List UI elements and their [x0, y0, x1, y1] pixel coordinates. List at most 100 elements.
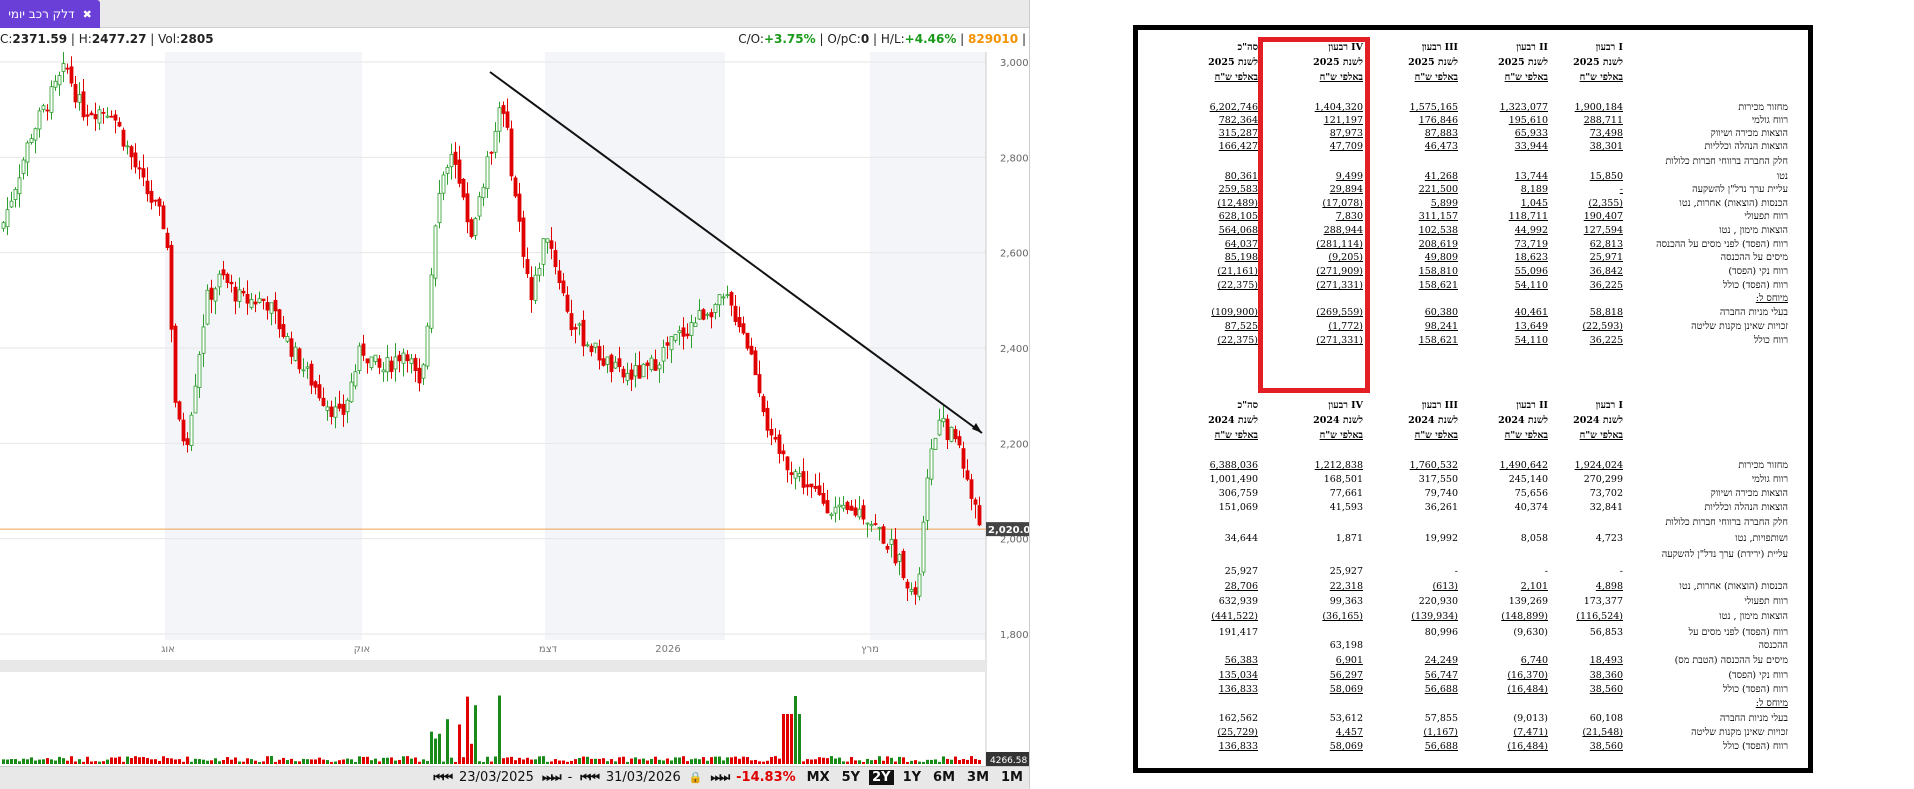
cell-value: (2,355): [1588, 198, 1623, 209]
volume-bar: [506, 757, 509, 764]
range-3m[interactable]: 3M: [967, 770, 990, 785]
volume-bar: [198, 759, 201, 764]
row-label: רווח תפעולי: [1744, 211, 1788, 222]
prev-icon[interactable]: ⏮⏮: [580, 770, 600, 784]
volume-bar: [90, 761, 93, 764]
volume-bar: [190, 761, 193, 764]
candle: [69, 66, 74, 84]
tab-daily-chart[interactable]: דלק רכב יומי ✖: [0, 0, 100, 28]
from-date[interactable]: 23/03/2025: [459, 770, 534, 785]
row-label: רווח (הפסד) כולל: [1723, 280, 1788, 291]
candle: [213, 288, 218, 302]
candle: [917, 573, 922, 597]
candle: [973, 499, 978, 505]
cell-value: 29,894: [1329, 184, 1363, 195]
last-icon[interactable]: ⏭⏭: [710, 770, 731, 784]
volume-bar: [246, 758, 249, 764]
range-6m[interactable]: 6M: [933, 770, 956, 785]
candle: [949, 426, 954, 442]
volume-bar: [118, 756, 121, 764]
row-label: נטו: [1776, 171, 1788, 182]
lock-icon[interactable]: 🔒: [688, 771, 703, 784]
cell-value: (17,078): [1322, 198, 1363, 209]
cell-value: 173,377: [1583, 596, 1623, 607]
candle: [533, 274, 538, 301]
candle: [789, 472, 794, 476]
range-2y[interactable]: 2Y: [869, 770, 894, 785]
cell-value: 6,202,746: [1209, 102, 1258, 113]
cell-value: 24,249: [1424, 655, 1458, 666]
candle: [717, 294, 722, 306]
candle: [57, 75, 62, 86]
cell-value: (12,489): [1217, 198, 1258, 209]
candle: [581, 319, 586, 347]
volume-bar: [962, 758, 965, 764]
row-label: הוצאות מכירה ושיווק: [1710, 488, 1788, 499]
candle: [413, 357, 418, 371]
cell-value: 25,927: [1224, 566, 1258, 577]
candle: [641, 363, 646, 378]
candle: [201, 326, 206, 354]
volume-bar: [698, 759, 701, 764]
y-tick-label: 1,800: [1000, 630, 1029, 641]
volume-bar: [406, 756, 409, 764]
range-mx[interactable]: MX: [806, 770, 830, 785]
cell-value: 73,702: [1589, 488, 1623, 499]
y-tick-label: 2,600: [1000, 249, 1029, 260]
range-1y[interactable]: 1Y: [902, 770, 922, 785]
row-label: חלק החברה ברווחי חברות כלולות: [1665, 156, 1788, 167]
cell-value: 36,225: [1589, 280, 1623, 291]
column-header: סה"כ: [1237, 400, 1258, 411]
cell-value: 53,612: [1329, 713, 1363, 724]
cell-value: (139,934): [1411, 611, 1458, 622]
candle: [969, 479, 974, 499]
cell-value: 40,374: [1514, 502, 1548, 513]
x-tick-label: אוג: [161, 644, 175, 655]
candle: [505, 111, 510, 128]
volume-bar: [310, 759, 313, 764]
volume-bar: [814, 759, 817, 764]
candle: [393, 356, 398, 370]
candle: [697, 310, 702, 320]
volume-bar: [106, 759, 109, 764]
to-date[interactable]: 31/03/2026: [605, 770, 681, 785]
volume-bar: [514, 760, 517, 764]
volume-bar: [586, 756, 589, 764]
first-icon[interactable]: ⏮⏮: [433, 770, 453, 784]
candlestick-chart[interactable]: 3,000 2,800 2,600 2,400 2,200 2,000 1,800 2,020…: [0, 52, 1030, 766]
volume-bar: [442, 761, 445, 764]
cell-value: 36,261: [1424, 502, 1458, 513]
volume-bar: [226, 757, 229, 764]
next-icon[interactable]: ⏭⏭: [541, 770, 562, 784]
volume-bar: [14, 759, 17, 764]
volume-bar: [846, 761, 849, 764]
volume-bar: [214, 758, 217, 764]
volume-bar: [662, 760, 665, 764]
cell-value: 6,388,036: [1209, 460, 1258, 471]
cell-value: 54,110: [1514, 335, 1548, 346]
volume-bar: [470, 743, 473, 764]
candle: [549, 240, 554, 249]
trend-line[interactable]: [489, 71, 983, 434]
cell-value: 162,562: [1218, 713, 1258, 724]
cell-value: 220,930: [1418, 596, 1458, 607]
candle: [117, 121, 122, 127]
candle: [545, 238, 550, 243]
tab-label: דלק רכב יומי: [8, 7, 75, 21]
candle: [497, 107, 502, 132]
cell-value: 56,688: [1424, 684, 1458, 695]
cell-value: 6,901: [1335, 655, 1363, 666]
cell-value: 118,711: [1508, 211, 1548, 222]
volume-bar: [546, 761, 549, 764]
close-icon[interactable]: ✖: [82, 7, 92, 21]
candle: [577, 323, 582, 326]
candle: [433, 225, 438, 279]
range-1m[interactable]: 1M: [1001, 770, 1023, 785]
range-5y[interactable]: 5Y: [841, 770, 861, 785]
cell-value: 195,610: [1508, 115, 1548, 126]
volume-bar: [46, 758, 49, 764]
cell-value: (16,484): [1507, 741, 1548, 752]
cell-value: (16,370): [1507, 670, 1548, 681]
volume-bar: [870, 760, 873, 764]
volume-bar: [542, 756, 545, 764]
